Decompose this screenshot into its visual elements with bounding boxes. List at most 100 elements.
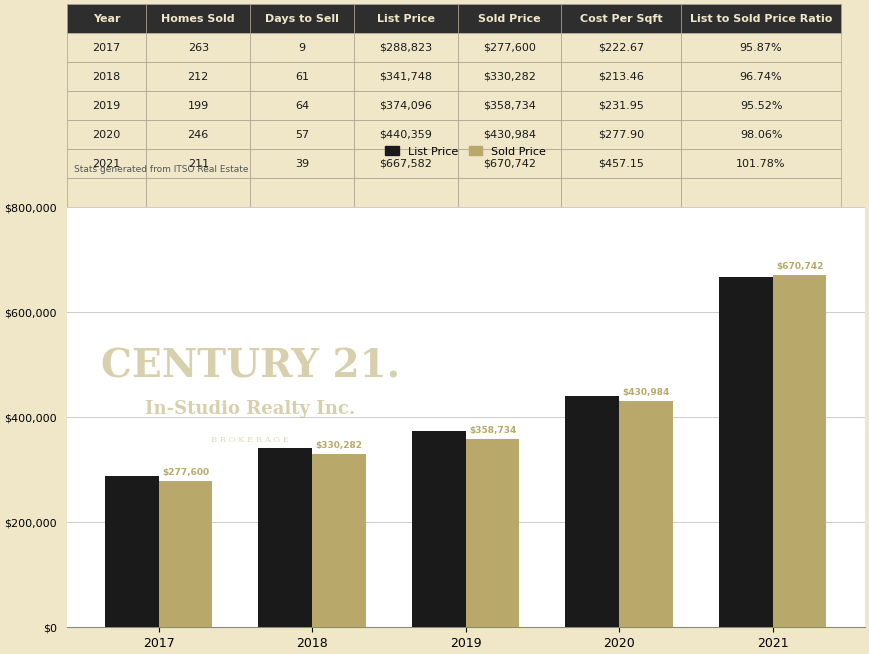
Bar: [105, 475, 159, 627]
Bar: [773, 275, 826, 627]
FancyBboxPatch shape: [458, 179, 561, 207]
FancyBboxPatch shape: [458, 62, 561, 92]
Bar: [466, 439, 520, 627]
Text: $222.67: $222.67: [598, 43, 645, 53]
Text: $440,359: $440,359: [568, 383, 616, 392]
Text: 2019: 2019: [92, 101, 121, 111]
FancyBboxPatch shape: [354, 120, 458, 149]
FancyBboxPatch shape: [681, 149, 841, 179]
Text: $457.15: $457.15: [599, 159, 644, 169]
Text: 211: 211: [188, 159, 209, 169]
FancyBboxPatch shape: [250, 149, 354, 179]
FancyBboxPatch shape: [250, 120, 354, 149]
Text: $358,734: $358,734: [469, 426, 516, 435]
FancyBboxPatch shape: [561, 92, 681, 120]
Text: $667,582: $667,582: [722, 264, 769, 273]
Text: Year: Year: [93, 14, 120, 24]
Text: CENTURY 21.: CENTURY 21.: [101, 348, 400, 386]
FancyBboxPatch shape: [458, 120, 561, 149]
Text: $277,600: $277,600: [162, 468, 209, 477]
Bar: [719, 277, 773, 627]
Text: $440,359: $440,359: [380, 130, 432, 140]
Text: 96.74%: 96.74%: [740, 72, 782, 82]
Text: $330,282: $330,282: [483, 72, 536, 82]
Text: List to Sold Price Ratio: List to Sold Price Ratio: [690, 14, 833, 24]
FancyBboxPatch shape: [250, 179, 354, 207]
Text: $341,748: $341,748: [262, 435, 309, 443]
FancyBboxPatch shape: [67, 92, 146, 120]
Bar: [412, 431, 466, 627]
Text: $667,582: $667,582: [380, 159, 432, 169]
FancyBboxPatch shape: [354, 179, 458, 207]
FancyBboxPatch shape: [67, 149, 146, 179]
FancyBboxPatch shape: [146, 4, 250, 33]
FancyBboxPatch shape: [458, 149, 561, 179]
Text: 61: 61: [295, 72, 309, 82]
Legend: List Price, Sold Price: List Price, Sold Price: [381, 142, 550, 161]
FancyBboxPatch shape: [250, 92, 354, 120]
Text: List Price: List Price: [377, 14, 434, 24]
Bar: [312, 454, 366, 627]
Text: 95.52%: 95.52%: [740, 101, 782, 111]
FancyBboxPatch shape: [458, 33, 561, 62]
Text: 2018: 2018: [92, 72, 121, 82]
FancyBboxPatch shape: [146, 62, 250, 92]
FancyBboxPatch shape: [561, 179, 681, 207]
Text: $670,742: $670,742: [776, 262, 823, 271]
Text: 263: 263: [188, 43, 209, 53]
Text: 212: 212: [188, 72, 209, 82]
Text: $374,096: $374,096: [415, 418, 462, 426]
Text: 57: 57: [295, 130, 309, 140]
FancyBboxPatch shape: [681, 62, 841, 92]
Text: $330,282: $330,282: [315, 441, 362, 450]
Text: $374,096: $374,096: [380, 101, 432, 111]
Text: $277,600: $277,600: [483, 43, 536, 53]
FancyBboxPatch shape: [561, 4, 681, 33]
Text: Days to Sell: Days to Sell: [265, 14, 339, 24]
FancyBboxPatch shape: [146, 179, 250, 207]
Text: $213.46: $213.46: [599, 72, 644, 82]
Text: $341,748: $341,748: [379, 72, 432, 82]
FancyBboxPatch shape: [681, 92, 841, 120]
Text: Cost Per Sqft: Cost Per Sqft: [580, 14, 663, 24]
FancyBboxPatch shape: [561, 120, 681, 149]
FancyBboxPatch shape: [67, 179, 146, 207]
Bar: [620, 401, 673, 627]
Text: 9: 9: [298, 43, 306, 53]
Text: $430,984: $430,984: [483, 130, 536, 140]
Bar: [566, 396, 620, 627]
Bar: [258, 448, 312, 627]
FancyBboxPatch shape: [354, 33, 458, 62]
FancyBboxPatch shape: [146, 33, 250, 62]
Text: In-Studio Realty Inc.: In-Studio Realty Inc.: [145, 400, 355, 418]
FancyBboxPatch shape: [561, 33, 681, 62]
Text: 2020: 2020: [92, 130, 121, 140]
FancyBboxPatch shape: [458, 92, 561, 120]
FancyBboxPatch shape: [354, 62, 458, 92]
FancyBboxPatch shape: [681, 33, 841, 62]
Text: Homes Sold: Homes Sold: [162, 14, 235, 24]
FancyBboxPatch shape: [67, 120, 146, 149]
FancyBboxPatch shape: [67, 33, 146, 62]
Text: 64: 64: [295, 101, 309, 111]
FancyBboxPatch shape: [354, 4, 458, 33]
Text: Sold Price: Sold Price: [478, 14, 541, 24]
FancyBboxPatch shape: [354, 92, 458, 120]
Text: 95.87%: 95.87%: [740, 43, 782, 53]
Bar: [159, 481, 212, 627]
Text: $277.90: $277.90: [598, 130, 645, 140]
FancyBboxPatch shape: [67, 62, 146, 92]
Text: 2017: 2017: [92, 43, 121, 53]
FancyBboxPatch shape: [146, 120, 250, 149]
Text: $288,823: $288,823: [379, 43, 433, 53]
Text: $670,742: $670,742: [483, 159, 536, 169]
FancyBboxPatch shape: [681, 120, 841, 149]
FancyBboxPatch shape: [250, 4, 354, 33]
Text: $288,823: $288,823: [109, 462, 156, 472]
Text: Stats generated from ITSO Real Estate: Stats generated from ITSO Real Estate: [75, 165, 249, 175]
FancyBboxPatch shape: [250, 62, 354, 92]
Text: 39: 39: [295, 159, 309, 169]
Text: $231.95: $231.95: [599, 101, 644, 111]
FancyBboxPatch shape: [354, 149, 458, 179]
Text: B R O K E R A G E: B R O K E R A G E: [211, 436, 289, 444]
